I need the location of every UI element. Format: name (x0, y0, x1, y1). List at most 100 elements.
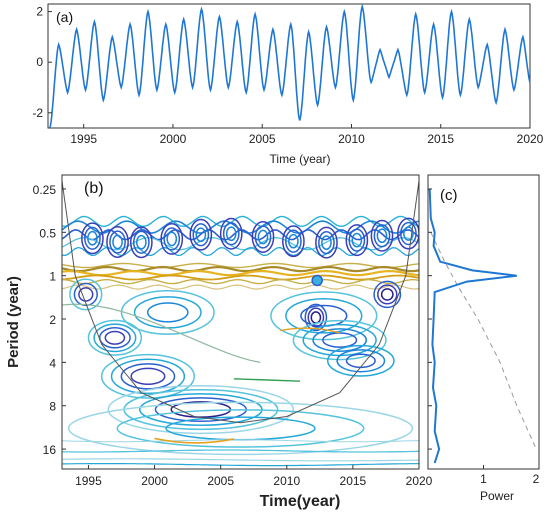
panel-b-ytick-label: 0.5 (39, 226, 56, 240)
interannual-cell (130, 367, 166, 385)
panel-c-xlabel: Power (480, 489, 514, 503)
annual-contour (62, 269, 419, 277)
panel-a-xtick-label: 2020 (517, 132, 544, 146)
semiannual-cell (84, 226, 101, 250)
interannual-cell (98, 327, 131, 349)
panel-b: 1995 2000 2005 2010 2015 2020 0.25 0.5 1 2 4 8 16 (b… (5, 174, 433, 510)
semiannual-cell (192, 223, 210, 247)
interannual-cell (336, 349, 386, 373)
panel-a-ytick-label: 2 (36, 5, 43, 19)
semiannual-cell (109, 230, 126, 254)
semiannual-cell (163, 227, 181, 251)
panel-b-xtick-label: 2015 (340, 474, 367, 488)
semiannual-cell (370, 219, 394, 252)
biennial-cell (307, 307, 325, 328)
semiannual-cell (257, 229, 269, 245)
interannual-cell (292, 319, 387, 361)
semiannual-cell (225, 226, 237, 242)
biennial-cell (73, 282, 98, 307)
biennial-cell (285, 297, 363, 334)
panel-c-xtick-label: 2 (533, 472, 540, 486)
interannual-cell (110, 358, 186, 395)
interannual-cell (120, 363, 176, 390)
decadal-cell (116, 409, 365, 448)
global-power-line (428, 188, 517, 464)
panel-b-ytick-label: 1 (49, 270, 56, 284)
semiannual-cell (81, 222, 104, 255)
semiannual-cell (195, 227, 207, 243)
panel-a-xtick-label: 1995 (70, 132, 97, 146)
biennial-cell (120, 289, 215, 335)
panel-a-ytick-label: -2 (32, 106, 43, 120)
semiannual-cell (135, 234, 147, 250)
semiannual-cell (285, 229, 302, 253)
semiannual-cell (348, 228, 366, 252)
semiannual-cell (315, 226, 338, 259)
biennial-cell (377, 284, 398, 305)
biennial-cell (69, 278, 103, 311)
panel-a-xlabel: Time (year) (270, 152, 331, 166)
biennial-cell (78, 287, 94, 302)
panel-b-label: (b) (84, 180, 104, 197)
interannual-cell (104, 330, 126, 345)
panel-b-ytick-label: 0.25 (33, 183, 57, 197)
semiannual-cell (351, 232, 363, 248)
panel-a-series-line (49, 3, 531, 129)
interannual-cell (326, 344, 395, 377)
semiannual-cell (400, 221, 417, 246)
semiannual-cell (132, 230, 150, 254)
interannual-cell (87, 319, 143, 356)
panel-c-xtick-label: 1 (480, 472, 487, 486)
panel-b-ytick-label: 2 (49, 313, 56, 327)
semiannual-cell (288, 233, 299, 249)
interannual-cell (100, 353, 195, 399)
semiannual-cell (160, 222, 184, 255)
semiannual-cell (254, 225, 272, 249)
semiannual-contour (62, 215, 419, 228)
panel-b-xtick-label: 2005 (207, 474, 234, 488)
long-period-contour (62, 449, 419, 453)
semiannual-cell (251, 221, 275, 253)
semiannual-cell (106, 226, 129, 258)
semiannual-cell (87, 230, 98, 246)
biennial-cell (380, 288, 394, 301)
decadal-cell (67, 401, 414, 456)
panel-b-xtick-label: 2000 (141, 474, 168, 488)
cone-of-influence (62, 180, 419, 424)
decadal-cell (107, 384, 295, 435)
semiannual-cell (189, 218, 213, 251)
annual-contour (62, 262, 419, 269)
orange-contour (280, 327, 340, 334)
biennial-cell (270, 291, 378, 341)
semiannual-cell (166, 231, 178, 247)
annual-contour (62, 265, 419, 273)
panel-c-frame (427, 174, 540, 470)
semiannual-cell (282, 225, 305, 258)
semiannual-cell (219, 217, 243, 250)
annual-contour (62, 274, 419, 281)
outer-contour (233, 378, 301, 382)
panel-c: 1 2 (c) Power (427, 174, 540, 503)
panel-a-xtick-label: 2005 (249, 132, 276, 146)
semiannual-cell (376, 228, 388, 244)
orange-contour (154, 437, 235, 444)
panel-b-frame (61, 174, 420, 470)
semiannual-cell (318, 230, 335, 255)
panel-b-xtick-label: 2010 (273, 474, 300, 488)
semiannual-cell (222, 222, 240, 246)
panel-b-ytick-label: 16 (43, 443, 57, 457)
panel-a-xtick-label: 2015 (427, 132, 454, 146)
panel-b-xlabel: Time(year) (260, 493, 341, 510)
significance-line (430, 232, 537, 450)
panel-b-xtick-label: 2020 (406, 474, 433, 488)
annual-contour (62, 278, 419, 285)
interannual-cell (312, 328, 368, 353)
semiannual-cell (112, 234, 123, 250)
biennial-cell (304, 303, 328, 332)
long-period-contour (62, 463, 419, 467)
annual-contour (62, 284, 419, 290)
panel-a-xtick-label: 2000 (160, 132, 187, 146)
panel-b-ylabel: Period (year) (5, 276, 22, 368)
